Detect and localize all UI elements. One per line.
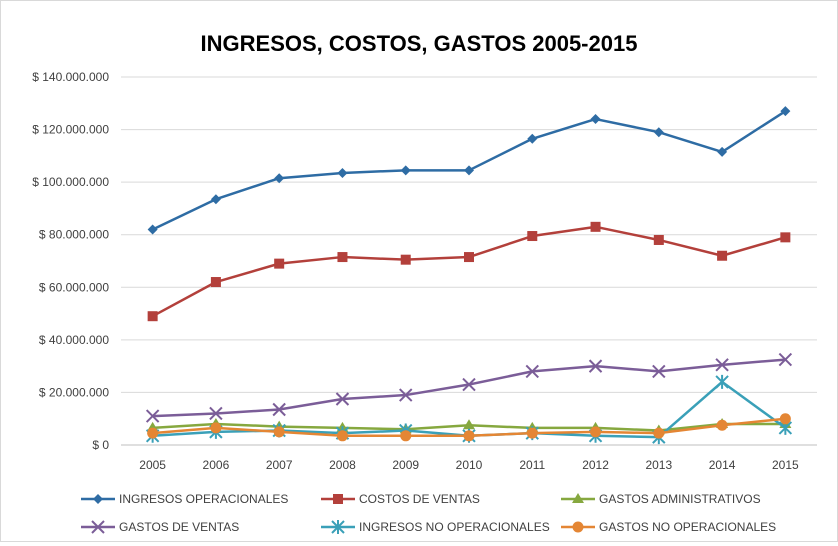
- series-gastos-de-ventas: [145, 352, 793, 423]
- legend-label: GASTOS ADMINISTRATIVOS: [599, 492, 761, 506]
- y-tick-label: $ 60.000.000: [39, 280, 109, 294]
- x-tick-label: 2006: [203, 458, 230, 472]
- x-tick-label: 2005: [139, 458, 166, 472]
- series-costos-de-ventas: [147, 221, 791, 322]
- data-point: [272, 402, 286, 417]
- data-point: [780, 106, 791, 117]
- data-point: [274, 258, 285, 269]
- data-point: [463, 419, 475, 430]
- gridlines: [121, 76, 817, 446]
- data-point: [337, 252, 348, 263]
- data-point: [590, 114, 601, 125]
- legend-label: GASTOS DE VENTAS: [119, 520, 239, 534]
- data-point: [333, 494, 343, 504]
- series-line: [152, 358, 786, 418]
- y-tick-label: $ 40.000.000: [39, 333, 109, 347]
- data-point: [653, 427, 665, 439]
- data-point: [590, 426, 602, 438]
- data-point: [464, 165, 474, 176]
- data-point: [527, 133, 538, 144]
- legend-item: INGRESOS OPERACIONALES: [81, 492, 288, 506]
- data-point: [210, 422, 222, 434]
- data-point: [527, 231, 538, 242]
- data-point: [93, 494, 103, 504]
- y-tick-label: $ 0: [92, 438, 109, 452]
- data-point: [335, 392, 350, 406]
- data-point: [780, 232, 791, 243]
- legend-item: INGRESOS NO OPERACIONALES: [321, 520, 550, 534]
- data-point: [400, 254, 411, 265]
- data-point: [145, 409, 160, 423]
- data-point: [91, 520, 105, 534]
- data-point: [717, 250, 728, 261]
- data-point: [779, 413, 791, 425]
- data-point: [331, 520, 345, 534]
- series-gastos-no-operacionales: [147, 413, 791, 442]
- data-point: [778, 352, 793, 367]
- legend-item: COSTOS DE VENTAS: [321, 492, 480, 506]
- legend-label: GASTOS NO OPERACIONALES: [599, 520, 776, 534]
- data-point: [572, 493, 584, 503]
- chart-title: INGRESOS, COSTOS, GASTOS 2005-2015: [201, 31, 638, 56]
- series-line: [152, 225, 786, 318]
- legend-label: INGRESOS OPERACIONALES: [119, 492, 288, 506]
- x-tick-label: 2009: [392, 458, 419, 472]
- data-point: [147, 224, 158, 235]
- x-tick-label: 2008: [329, 458, 356, 472]
- legend-item: GASTOS ADMINISTRATIVOS: [561, 492, 761, 506]
- x-tick-label: 2011: [519, 458, 545, 472]
- data-point: [572, 521, 584, 533]
- x-axis: 2005 2006 2007 2008 2009 2010 2011 2012 2013 2014…: [121, 444, 817, 472]
- data-point: [653, 234, 664, 245]
- data-point: [716, 419, 728, 431]
- series-group: [145, 106, 793, 445]
- legend-item: GASTOS DE VENTAS: [81, 520, 239, 534]
- y-axis: $ 0 $ 20.000.000 $ 40.000.000 $ 60.000.000 $…: [32, 70, 109, 452]
- data-point: [210, 194, 221, 205]
- data-point: [400, 430, 412, 442]
- y-tick-label: $ 20.000.000: [39, 385, 109, 399]
- x-tick-label: 2007: [266, 458, 293, 472]
- y-tick-label: $ 140.000.000: [32, 70, 109, 84]
- x-tick-label: 2014: [709, 458, 736, 472]
- data-point: [525, 364, 539, 379]
- data-point: [526, 427, 538, 439]
- data-point: [274, 173, 285, 184]
- x-tick-label: 2012: [582, 458, 609, 472]
- data-point: [588, 359, 603, 373]
- data-point: [717, 146, 728, 157]
- legend-item: GASTOS NO OPERACIONALES: [561, 520, 776, 534]
- data-point: [209, 406, 223, 421]
- data-point: [463, 430, 475, 442]
- data-point: [147, 427, 159, 439]
- data-point: [337, 167, 348, 178]
- x-tick-label: 2010: [456, 458, 483, 472]
- data-point: [400, 165, 411, 176]
- data-point: [147, 311, 158, 322]
- data-point: [715, 374, 729, 389]
- legend-label: INGRESOS NO OPERACIONALES: [359, 520, 550, 534]
- data-point: [590, 221, 601, 232]
- y-tick-label: $ 80.000.000: [39, 228, 109, 242]
- data-point: [652, 364, 666, 379]
- data-point: [462, 377, 476, 392]
- data-point: [715, 358, 729, 372]
- y-tick-label: $ 100.000.000: [32, 175, 109, 189]
- x-tick-label: 2015: [772, 458, 799, 472]
- data-point: [399, 388, 413, 402]
- y-tick-label: $ 120.000.000: [32, 123, 109, 137]
- legend: INGRESOS OPERACIONALES COSTOS DE VENTAS GA…: [81, 492, 776, 534]
- series-ingresos-operacionales: [147, 106, 791, 235]
- data-point: [336, 430, 348, 442]
- data-point: [273, 426, 285, 438]
- data-point: [653, 127, 664, 138]
- legend-label: COSTOS DE VENTAS: [359, 492, 480, 506]
- x-tick-label: 2013: [645, 458, 672, 472]
- data-point: [464, 252, 474, 263]
- data-point: [210, 277, 221, 288]
